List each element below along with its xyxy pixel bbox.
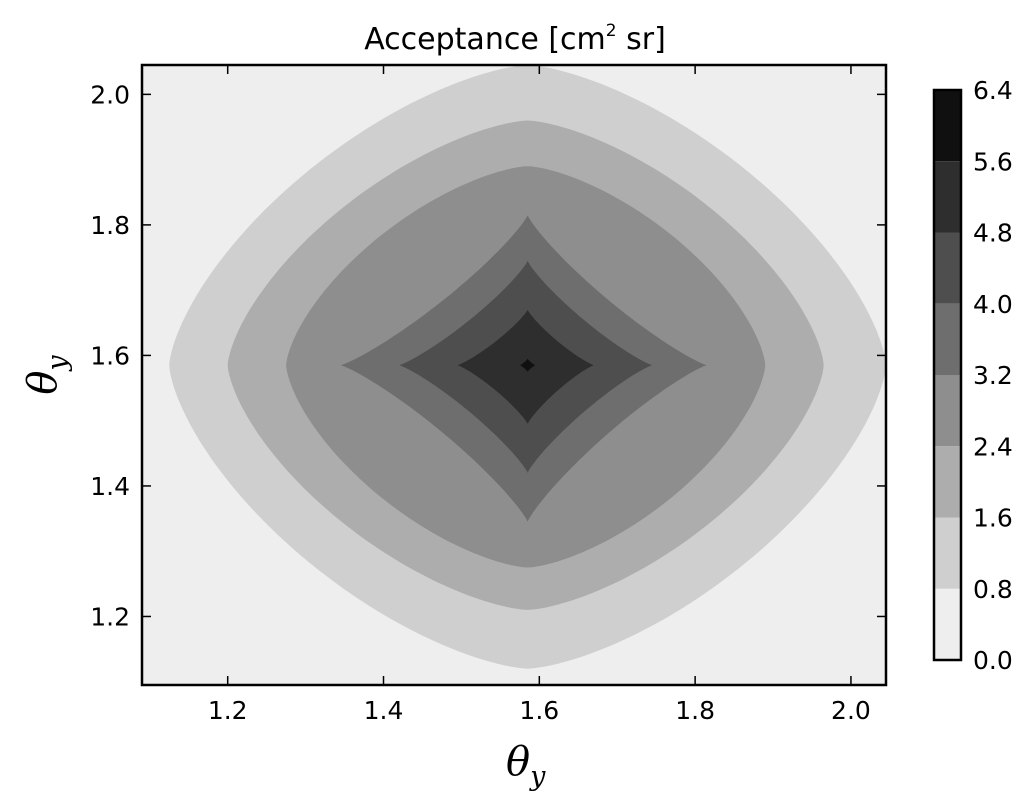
colorbar-frame: [932, 88, 963, 662]
y-axis-label-symbol: θ: [20, 371, 66, 395]
chart-title-main: Acceptance [cm: [364, 22, 606, 57]
chart-title: Acceptance [cm2 sr]: [364, 21, 666, 57]
colorbar-tick-label: 3.2: [973, 361, 1013, 390]
chart-title-tail: sr]: [617, 22, 666, 57]
y-tick-label: 1.4: [90, 472, 130, 501]
x-tick-label: 1.4: [364, 696, 404, 725]
y-tick-label: 1.8: [90, 211, 130, 240]
y-axis-label-sub: y: [42, 355, 73, 372]
colorbar-tick-label: 1.6: [973, 504, 1013, 533]
colorbar-band: [934, 588, 961, 660]
colorbar-tick-label: 0.8: [973, 575, 1013, 604]
colorbar-band: [934, 517, 961, 589]
contour-bands: [169, 65, 886, 669]
y-tick-label: 1.6: [90, 341, 130, 370]
colorbar-tick-label: 6.4: [973, 76, 1013, 105]
colorbar-tick-label: 2.4: [973, 432, 1013, 461]
x-axis-label-sub: y: [529, 761, 546, 792]
y-axis-label: θy: [20, 355, 73, 395]
axis-ticks: 1.2 1.4 1.6 1.8 2.0 1.2 1.4 1.6 1.8 2.0: [90, 65, 886, 725]
colorbar-band: [934, 232, 961, 304]
colorbar-band: [934, 446, 961, 518]
x-tick-label: 2.0: [831, 696, 871, 725]
colorbar-tick-label: 0.0: [973, 646, 1013, 675]
y-tick-label: 2.0: [90, 80, 130, 109]
x-axis-label: θy: [506, 739, 546, 792]
x-axis-label-symbol: θ: [506, 739, 530, 785]
colorbar-tick-label: 4.8: [973, 219, 1013, 248]
colorbar: 0.0 0.8 1.6 2.4 3.2 4.0 4.8 5.6 6.4: [934, 76, 1013, 675]
y-tick-label: 1.2: [90, 602, 130, 631]
colorbar-band: [934, 375, 961, 447]
colorbar-band: [934, 90, 961, 162]
contour-band-5-6: [519, 358, 536, 372]
plot-frame: [140, 63, 888, 687]
x-tick-label: 1.2: [208, 696, 248, 725]
chart-title-sup: 2: [606, 21, 617, 41]
colorbar-tick-label: 5.6: [973, 147, 1013, 176]
colorbar-band: [934, 161, 961, 233]
colorbar-tick-label: 4.0: [973, 290, 1013, 319]
x-tick-label: 1.6: [519, 696, 559, 725]
colorbar-band: [934, 303, 961, 375]
x-tick-label: 1.8: [675, 696, 715, 725]
